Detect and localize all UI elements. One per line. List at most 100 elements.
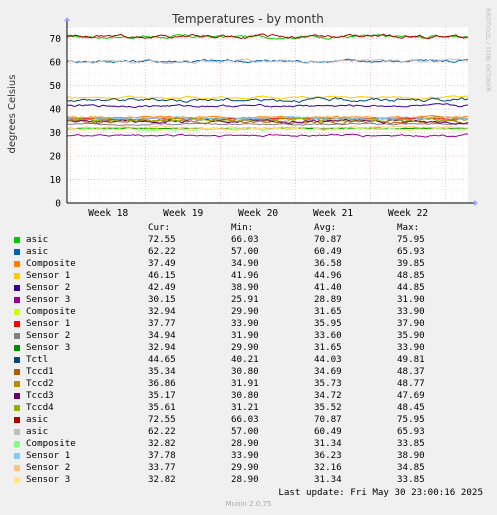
series-line (66, 34, 469, 40)
legend-min-value: 66.03 (231, 414, 259, 425)
legend-cur-value: 35.34 (148, 366, 176, 377)
legend-min-value: 31.91 (231, 378, 259, 389)
legend-series-name: Composite (26, 258, 76, 269)
series-line (66, 33, 469, 40)
legend-max-value: 39.85 (397, 258, 425, 269)
legend-series-name: Sensor 2 (26, 282, 71, 293)
y-tick-label: 60 (50, 58, 62, 69)
legend-row: Composite 32.82 28.90 31.34 33.85 (0, 438, 497, 450)
legend-avg-value: 28.89 (314, 294, 342, 305)
legend-avg-value: 34.69 (314, 366, 342, 377)
legend-avg-value: 60.49 (314, 426, 342, 437)
legend-row: asic 62.22 57.00 60.49 65.93 (0, 246, 497, 258)
series-line (66, 118, 469, 125)
legend-swatch (14, 477, 20, 483)
x-tick-label: Week 22 (388, 208, 428, 219)
legend-cur-value: 37.77 (148, 318, 176, 329)
legend-cur-value: 72.55 (148, 414, 176, 425)
col-cur-header: Cur: (148, 222, 171, 233)
legend-cur-value: 34.94 (148, 330, 176, 341)
legend-min-value: 66.03 (231, 234, 259, 245)
legend-cur-value: 30.15 (148, 294, 176, 305)
legend-avg-value: 70.87 (314, 414, 342, 425)
legend-swatch (14, 405, 20, 411)
legend-swatch (14, 369, 20, 375)
legend-cur-value: 35.17 (148, 390, 176, 401)
legend-series-name: Tccd1 (26, 366, 54, 377)
legend-series-name: Tccd3 (26, 390, 54, 401)
legend-avg-value: 32.16 (314, 462, 342, 473)
legend-row: Sensor 1 37.78 33.90 36.23 38.90 (0, 450, 497, 462)
legend-max-value: 47.69 (397, 390, 425, 401)
legend-max-value: 48.37 (397, 366, 425, 377)
legend-max-value: 49.81 (397, 354, 425, 365)
legend-cur-value: 33.77 (148, 462, 176, 473)
legend-max-value: 75.95 (397, 234, 425, 245)
legend-min-value: 34.90 (231, 258, 259, 269)
legend-series-name: asic (26, 414, 49, 425)
legend-max-value: 33.90 (397, 306, 425, 317)
series-line (66, 125, 469, 130)
legend-row: Sensor 3 32.94 29.90 31.65 33.90 (0, 342, 497, 354)
legend-series-name: Sensor 1 (26, 318, 71, 329)
legend-series-name: Tctl (26, 354, 49, 365)
legend-avg-value: 31.34 (314, 474, 342, 485)
legend-swatch (14, 273, 20, 279)
series-line (66, 122, 469, 126)
legend-row: Sensor 1 37.77 33.90 35.95 37.90 (0, 318, 497, 330)
legend-series-name: Composite (26, 438, 76, 449)
watermark: RRDTOOL / TOBI OETIKER (484, 8, 492, 92)
legend-series-name: Sensor 3 (26, 342, 71, 353)
axes (64, 17, 478, 206)
legend-swatch (14, 309, 20, 315)
legend-series-name: Sensor 3 (26, 294, 71, 305)
legend-swatch (14, 285, 20, 291)
legend-row: Composite 37.49 34.90 36.58 39.85 (0, 258, 497, 270)
legend-row: Sensor 3 32.82 28.90 31.34 33.85 (0, 474, 497, 486)
x-tick-label: Week 19 (163, 208, 203, 219)
legend-series-name: Sensor 3 (26, 474, 71, 485)
legend-avg-value: 36.23 (314, 450, 342, 461)
legend-series-name: asic (26, 246, 49, 257)
x-tick-label: Week 20 (238, 208, 278, 219)
legend-cur-value: 42.49 (148, 282, 176, 293)
legend-min-value: 57.00 (231, 246, 259, 257)
legend-min-value: 31.21 (231, 402, 259, 413)
y-tick-label: 70 (50, 34, 62, 45)
y-axis-label: degrees Celsius (7, 75, 18, 154)
legend-swatch (14, 393, 20, 399)
y-tick-labels: 0 10 20 30 40 50 60 70 (50, 34, 62, 209)
legend-swatch (14, 465, 20, 471)
legend-series-name: Composite (26, 306, 76, 317)
y-tick-label: 10 (50, 175, 62, 186)
legend-avg-value: 44.03 (314, 354, 342, 365)
legend-row: Sensor 1 46.15 41.96 44.96 48.85 (0, 270, 497, 282)
legend-row: Sensor 2 33.77 29.90 32.16 34.85 (0, 462, 497, 474)
legend-avg-value: 31.34 (314, 438, 342, 449)
legend-row: Tccd1 35.34 30.80 34.69 48.37 (0, 366, 497, 378)
legend-swatch (14, 261, 20, 267)
legend-avg-value: 31.65 (314, 342, 342, 353)
legend-series-name: Tccd4 (26, 402, 54, 413)
series-line (66, 96, 469, 104)
legend-swatch (14, 381, 20, 387)
legend-swatch (14, 321, 20, 327)
legend-min-value: 30.80 (231, 366, 259, 377)
legend-max-value: 33.85 (397, 438, 425, 449)
legend-min-value: 33.90 (231, 318, 259, 329)
y-tick-label: 40 (50, 105, 62, 116)
legend-swatch (14, 333, 20, 339)
legend-min-value: 29.90 (231, 342, 259, 353)
legend-cur-value: 35.61 (148, 402, 176, 413)
series-line (66, 133, 469, 138)
legend-min-value: 40.21 (231, 354, 259, 365)
series-line (66, 127, 469, 132)
legend-max-value: 33.90 (397, 342, 425, 353)
legend-row: Sensor 3 30.15 25.91 28.89 31.90 (0, 294, 497, 306)
col-min-header: Min: (231, 222, 254, 233)
legend-cur-value: 62.22 (148, 246, 176, 257)
legend-swatch (14, 357, 20, 363)
y-tick-label: 0 (55, 199, 61, 210)
legend-avg-value: 31.65 (314, 306, 342, 317)
